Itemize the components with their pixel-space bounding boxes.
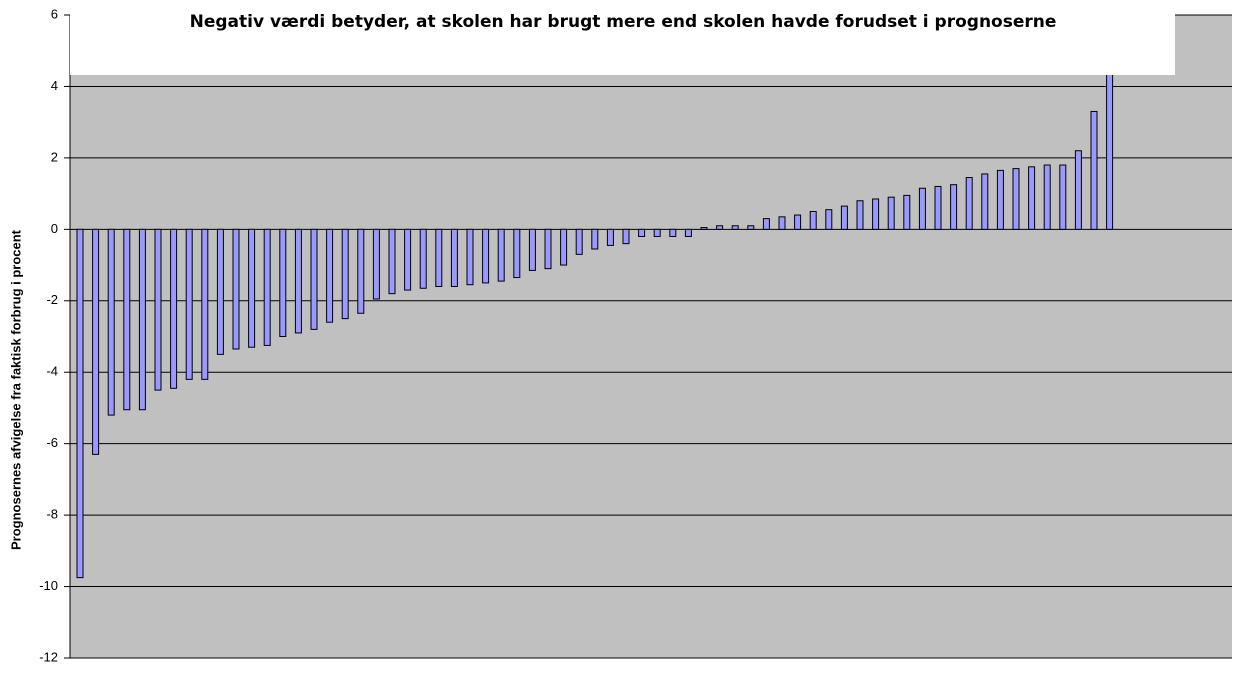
- bar: [965, 177, 973, 230]
- bar: [201, 228, 209, 380]
- bar: [435, 228, 443, 287]
- bar: [606, 228, 614, 246]
- bar: [185, 228, 193, 380]
- bar: [76, 228, 84, 579]
- bar: [825, 209, 833, 230]
- y-tick-label: 0: [51, 221, 58, 236]
- bar: [575, 228, 583, 255]
- bar: [1012, 168, 1020, 230]
- bar: [263, 228, 271, 346]
- bar: [419, 228, 427, 289]
- bar: [950, 184, 958, 230]
- bar: [466, 228, 474, 286]
- bar: [762, 218, 770, 230]
- y-ticks: -12 -10 -8 -6 -4 -2 0 2 4 6: [39, 6, 70, 664]
- bar: [669, 228, 677, 237]
- bar: [700, 227, 708, 230]
- bar: [934, 185, 942, 230]
- bar: [544, 228, 552, 270]
- bar: [513, 228, 521, 279]
- bar: [497, 228, 505, 282]
- title-box: [70, 0, 1175, 75]
- bar: [684, 228, 692, 237]
- bar: [1074, 150, 1082, 230]
- bar: [232, 228, 240, 350]
- bar: [716, 225, 724, 230]
- bar: [794, 214, 802, 230]
- y-tick-label: 4: [51, 78, 58, 93]
- bar: [357, 228, 365, 314]
- y-axis-title: Prognosernes afvigelse fra faktisk forbr…: [8, 229, 23, 550]
- bar: [248, 228, 256, 348]
- bar: [981, 173, 989, 230]
- bar: [778, 216, 786, 230]
- chart-title: Negativ værdi betyder, at skolen har bru…: [190, 12, 1057, 32]
- bar: [856, 200, 864, 230]
- y-tick-label: -10: [39, 578, 58, 593]
- bar: [294, 228, 302, 334]
- bar: [1028, 166, 1036, 230]
- bar: [918, 187, 926, 230]
- bar: [638, 228, 646, 237]
- bar: [591, 228, 599, 250]
- bar: [404, 228, 412, 291]
- bar: [1090, 110, 1098, 230]
- bar: [996, 169, 1004, 230]
- bar: [809, 210, 817, 230]
- bar: [653, 228, 661, 237]
- bar: [872, 198, 880, 230]
- bar: [1059, 164, 1067, 230]
- bar: [372, 228, 380, 300]
- plot-area: [70, 15, 1232, 658]
- bar: [170, 228, 178, 389]
- bar: [326, 228, 334, 323]
- bar: [1043, 164, 1051, 230]
- bar: [840, 205, 848, 230]
- bar: [482, 228, 490, 284]
- bar: [107, 228, 115, 416]
- bar: [528, 228, 536, 271]
- bar: [279, 228, 287, 337]
- bars: [76, 32, 1114, 579]
- y-tick-label: -4: [46, 364, 58, 379]
- y-tick-label: -6: [46, 435, 58, 450]
- bar: [747, 225, 755, 230]
- bar: [731, 225, 739, 230]
- bar: [622, 228, 630, 245]
- bar: [388, 228, 396, 295]
- bar: [154, 228, 162, 391]
- y-tick-label: -12: [39, 649, 58, 664]
- y-tick-label: 6: [51, 6, 58, 21]
- bar: [123, 228, 131, 411]
- bar: [450, 228, 458, 287]
- y-tick-label: -8: [46, 507, 58, 522]
- bar: [903, 194, 911, 230]
- bar: [310, 228, 318, 330]
- bar: [560, 228, 568, 266]
- bar: [138, 228, 146, 411]
- y-tick-label: -2: [46, 292, 58, 307]
- bar: [92, 228, 100, 455]
- bar: [341, 228, 349, 320]
- y-tick-label: 2: [51, 149, 58, 164]
- bar: [216, 228, 224, 355]
- bar: [887, 196, 895, 230]
